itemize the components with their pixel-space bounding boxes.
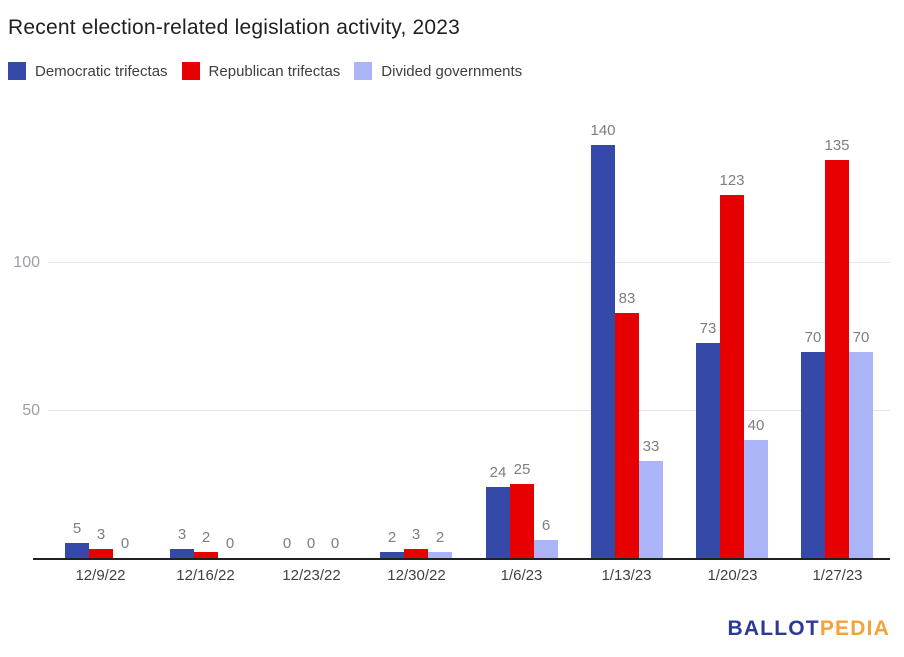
bar-value-label: 2 bbox=[435, 529, 445, 546]
bar-value-label: 25 bbox=[513, 461, 531, 478]
bar-democratic-trifectas-12-9-22[interactable] bbox=[65, 543, 89, 558]
legend-swatch-icon bbox=[354, 62, 373, 80]
bar-value-label: 83 bbox=[618, 290, 636, 307]
chart-legend: Democratic trifectas Republican trifectas… bbox=[8, 62, 522, 80]
bar-value-label: 73 bbox=[699, 320, 717, 337]
bar-value-label: 40 bbox=[747, 417, 765, 434]
plot-area: 50 100 5 3 0 3 2 0 0 0 0 2 3 2 24 25 6 140 83 33 73 123 40 70 1… bbox=[13, 110, 890, 584]
legend-label: Republican trifectas bbox=[208, 62, 341, 80]
legend-item-democratic-trifectas: Democratic trifectas bbox=[8, 62, 168, 80]
legend-swatch-icon bbox=[181, 62, 200, 80]
bar-democratic-trifectas-1-27-23[interactable] bbox=[801, 352, 825, 558]
legend-item-divided-governments: Divided governments bbox=[354, 62, 522, 80]
bar-value-label: 140 bbox=[590, 122, 616, 139]
bar-divided-governments-1-13-23[interactable] bbox=[639, 461, 663, 558]
bar-value-label: 70 bbox=[804, 329, 822, 346]
bar-value-label: 5 bbox=[72, 520, 82, 537]
x-tick-label-12-30-22: 12/30/22 bbox=[387, 567, 446, 584]
bar-republican-trifectas-1-6-23[interactable] bbox=[510, 484, 534, 558]
bar-value-label: 33 bbox=[642, 438, 660, 455]
bar-value-label: 2 bbox=[201, 529, 211, 546]
x-tick-label-1-13-23: 1/13/23 bbox=[601, 567, 652, 584]
bar-value-label: 0 bbox=[225, 535, 235, 552]
bar-value-label: 3 bbox=[411, 526, 421, 543]
x-axis-line bbox=[33, 558, 890, 560]
bar-value-label: 70 bbox=[852, 329, 870, 346]
bar-value-label: 0 bbox=[306, 535, 316, 552]
bar-value-label: 123 bbox=[719, 172, 745, 189]
gridline-50 bbox=[48, 410, 890, 411]
x-tick-label-1-27-23: 1/27/23 bbox=[812, 567, 863, 584]
bar-value-label: 0 bbox=[120, 535, 130, 552]
bar-value-label: 0 bbox=[330, 535, 340, 552]
bar-republican-trifectas-1-13-23[interactable] bbox=[615, 313, 639, 558]
bar-democratic-trifectas-12-16-22[interactable] bbox=[170, 549, 194, 558]
bar-democratic-trifectas-12-30-22[interactable] bbox=[380, 552, 404, 558]
bar-democratic-trifectas-1-6-23[interactable] bbox=[486, 487, 510, 558]
legend-item-republican-trifectas: Republican trifectas bbox=[181, 62, 341, 80]
x-tick-label-1-20-23: 1/20/23 bbox=[707, 567, 758, 584]
bar-democratic-trifectas-1-20-23[interactable] bbox=[696, 343, 720, 558]
bar-value-label: 2 bbox=[387, 529, 397, 546]
bar-divided-governments-1-20-23[interactable] bbox=[744, 440, 768, 558]
legend-swatch-icon bbox=[8, 62, 26, 80]
bar-value-label: 3 bbox=[96, 526, 106, 543]
logo-text-pedia: PEDIA bbox=[819, 617, 890, 640]
bar-value-label: 24 bbox=[489, 464, 507, 481]
x-tick-label-1-6-23: 1/6/23 bbox=[500, 567, 543, 584]
bar-democratic-trifectas-1-13-23[interactable] bbox=[591, 145, 615, 558]
bar-republican-trifectas-12-30-22[interactable] bbox=[404, 549, 428, 558]
y-tick-label: 100 bbox=[13, 254, 40, 271]
bar-value-label: 0 bbox=[282, 535, 292, 552]
bar-republican-trifectas-1-27-23[interactable] bbox=[825, 160, 849, 558]
x-tick-label-12-23-22: 12/23/22 bbox=[282, 567, 341, 584]
legend-label: Democratic trifectas bbox=[35, 62, 168, 80]
ballotpedia-logo: BALLOTPEDIA bbox=[727, 617, 890, 641]
bar-value-label: 3 bbox=[177, 526, 187, 543]
x-tick-label-12-16-22: 12/16/22 bbox=[176, 567, 235, 584]
x-tick-label-12-9-22: 12/9/22 bbox=[75, 567, 126, 584]
bar-divided-governments-1-27-23[interactable] bbox=[849, 352, 873, 558]
bar-divided-governments-12-30-22[interactable] bbox=[428, 552, 452, 558]
bar-republican-trifectas-12-16-22[interactable] bbox=[194, 552, 218, 558]
y-tick-label: 50 bbox=[22, 402, 40, 419]
x-axis-labels: 12/9/22 12/16/22 12/23/22 12/30/22 1/6/23 1/1… bbox=[48, 558, 890, 588]
bar-republican-trifectas-1-20-23[interactable] bbox=[720, 195, 744, 558]
chart-title: Recent election-related legislation acti… bbox=[8, 16, 461, 39]
bar-republican-trifectas-12-9-22[interactable] bbox=[89, 549, 113, 558]
bar-divided-governments-1-6-23[interactable] bbox=[534, 540, 558, 558]
logo-text-ballot: BALLOT bbox=[727, 617, 820, 640]
bar-value-label: 135 bbox=[824, 137, 850, 154]
gridline-100 bbox=[48, 262, 890, 263]
legend-label: Divided governments bbox=[381, 62, 523, 80]
bar-value-label: 6 bbox=[541, 517, 551, 534]
